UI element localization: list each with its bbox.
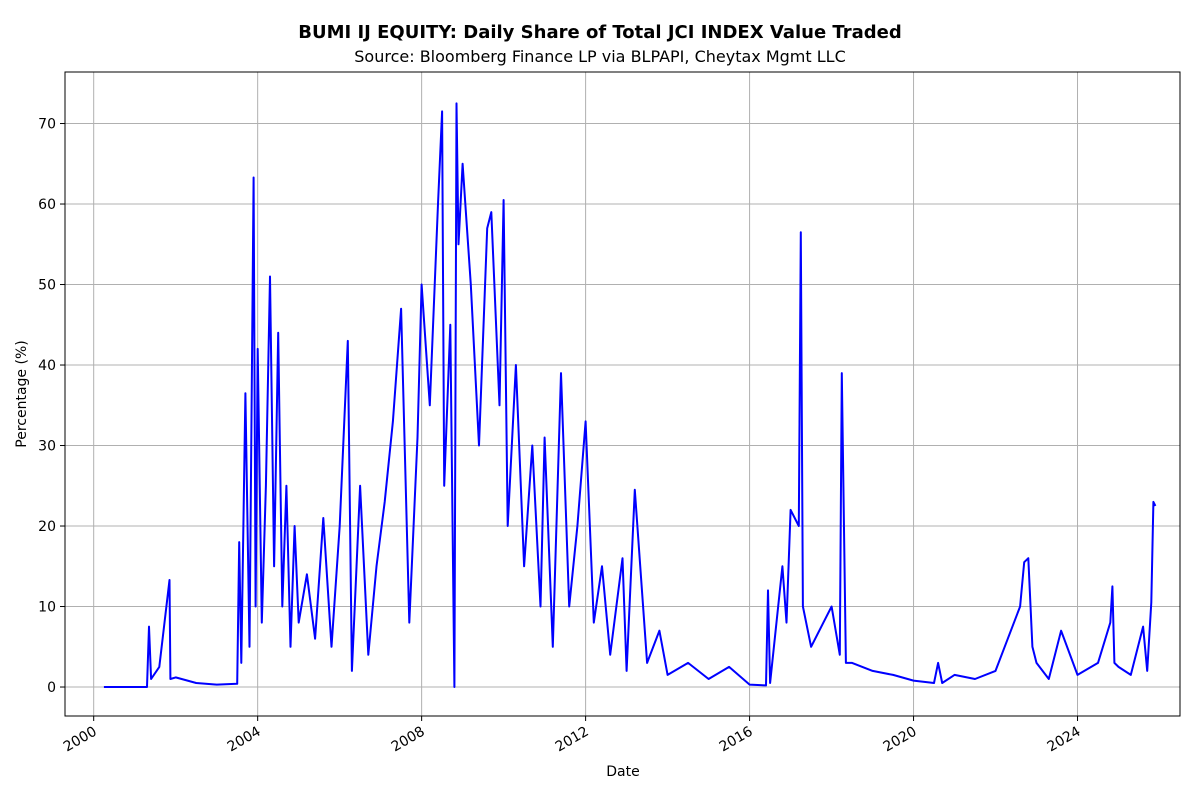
grid-lines bbox=[65, 72, 1180, 716]
x-tick-label: 2016 bbox=[717, 724, 756, 756]
y-tick-label: 40 bbox=[38, 358, 56, 374]
axis-ticks: 0 10 20 30 40 50 60 70 2000 2004 2008 2012 2016 2020 2… bbox=[38, 117, 1083, 756]
y-tick-label: 10 bbox=[38, 600, 56, 616]
y-tick-label: 20 bbox=[38, 519, 56, 535]
y-tick-label: 0 bbox=[47, 680, 56, 696]
x-tick-label: 2004 bbox=[225, 724, 264, 756]
chart-subtitle: Source: Bloomberg Finance LP via BLPAPI,… bbox=[354, 47, 845, 66]
series-layer bbox=[103, 102, 1157, 688]
y-tick-label: 70 bbox=[38, 117, 56, 133]
chart-title: BUMI IJ EQUITY: Daily Share of Total JCI… bbox=[298, 22, 901, 43]
x-tick-label: 2020 bbox=[881, 724, 920, 756]
x-tick-label: 2024 bbox=[1045, 724, 1084, 756]
x-tick-label: 2000 bbox=[61, 724, 100, 756]
series-line bbox=[103, 102, 1157, 688]
y-tick-label: 30 bbox=[38, 439, 56, 455]
plot-area-frame bbox=[64, 71, 1181, 717]
x-tick-label: 2008 bbox=[389, 724, 428, 756]
y-tick-label: 50 bbox=[38, 278, 56, 294]
x-tick-label: 2012 bbox=[553, 724, 592, 756]
y-axis-label: Percentage (%) bbox=[14, 340, 30, 447]
y-tick-label: 60 bbox=[38, 197, 56, 213]
x-axis-label: Date bbox=[606, 764, 639, 780]
